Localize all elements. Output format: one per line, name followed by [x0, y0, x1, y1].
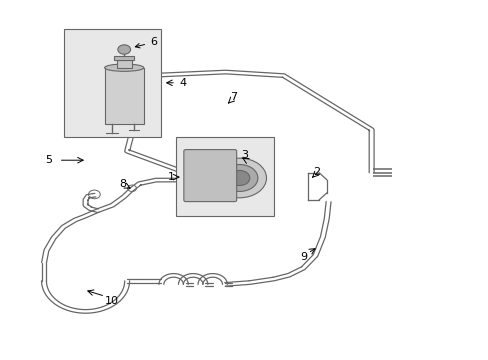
Text: 8: 8 — [120, 179, 126, 189]
FancyBboxPatch shape — [183, 150, 236, 202]
Circle shape — [118, 45, 130, 54]
Circle shape — [212, 158, 266, 198]
Text: 10: 10 — [104, 296, 118, 306]
Text: 9: 9 — [300, 252, 307, 262]
Text: 2: 2 — [313, 167, 320, 177]
Bar — [104, 68, 143, 124]
Circle shape — [221, 165, 257, 192]
Ellipse shape — [104, 64, 143, 71]
Text: 4: 4 — [180, 78, 186, 88]
Text: 1: 1 — [167, 172, 174, 182]
Text: 5: 5 — [45, 155, 52, 165]
Circle shape — [229, 170, 249, 185]
Text: 7: 7 — [230, 92, 237, 102]
Bar — [176, 137, 273, 216]
Text: 6: 6 — [135, 37, 157, 48]
Bar — [117, 60, 131, 68]
Bar — [63, 29, 161, 137]
Bar — [114, 56, 134, 60]
Text: 3: 3 — [241, 150, 247, 160]
